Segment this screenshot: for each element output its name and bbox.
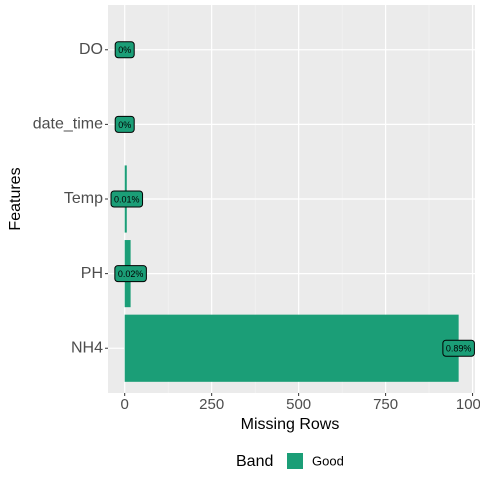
legend-key xyxy=(287,453,303,469)
y-tick-label: Temp xyxy=(64,190,103,207)
data-label: 0% xyxy=(118,45,131,55)
x-tick-label: 500 xyxy=(286,396,311,413)
legend-title: Band xyxy=(236,453,273,470)
y-tick-label: DO xyxy=(79,41,103,58)
y-axis-title: Features xyxy=(7,167,24,230)
y-tick-label: NH4 xyxy=(71,339,103,356)
data-label-box xyxy=(110,190,144,208)
data-label: 0.89% xyxy=(446,344,472,354)
data-label-box xyxy=(114,265,147,283)
data-label-box xyxy=(114,41,135,59)
y-tick-label: date_time xyxy=(33,116,103,133)
data-label: 0.02% xyxy=(118,269,144,279)
bar xyxy=(124,314,459,382)
x-tick-label: 0 xyxy=(121,396,129,413)
data-label: 0.01% xyxy=(114,194,140,204)
data-label: 0% xyxy=(118,120,131,130)
y-tick-label: PH xyxy=(81,265,103,282)
x-tick-label: 1000 xyxy=(456,396,480,413)
x-tick-label: 250 xyxy=(199,396,224,413)
data-label-box xyxy=(114,115,135,133)
x-tick-label: 750 xyxy=(373,396,398,413)
legend-label: Good xyxy=(312,453,344,468)
data-label-box xyxy=(442,339,475,357)
x-axis-title: Missing Rows xyxy=(241,416,340,433)
